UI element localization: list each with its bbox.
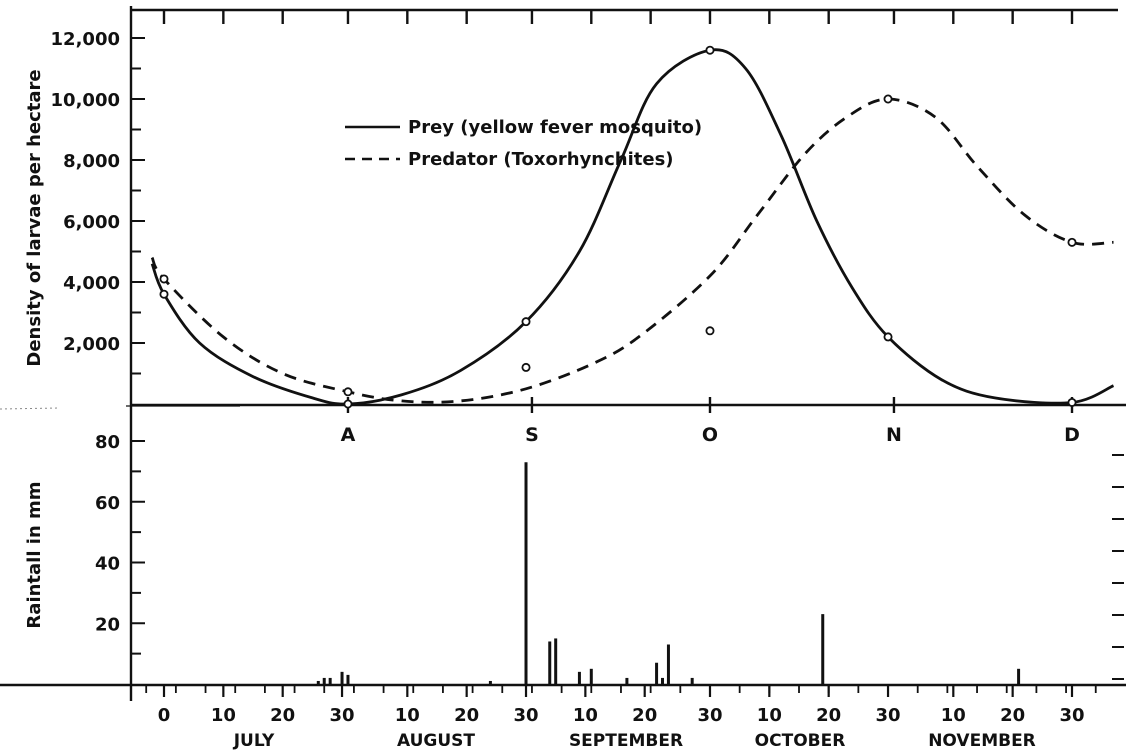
legend-label-prey: Prey (yellow fever mosquito) (408, 117, 702, 138)
x-month-label: AUGUST (397, 731, 475, 751)
x-tick-label: 30 (330, 705, 355, 726)
y-axis-title-bottom: Raintall in mm (24, 481, 45, 628)
y-tick-label: 4,000 (63, 273, 120, 294)
prey-data-point (160, 291, 167, 298)
x-tick-label: 20 (632, 705, 657, 726)
predator-data-point (706, 327, 713, 334)
x-tick-label: 0 (158, 705, 171, 726)
predator-series-line (152, 99, 1113, 402)
x-tick-label: 10 (211, 705, 236, 726)
prey-data-point (884, 333, 891, 340)
legend: Prey (yellow fever mosquito) Predator (T… (345, 117, 702, 170)
x-tick-label: 10 (757, 705, 782, 726)
rainfall-plot (318, 462, 1018, 685)
prey-data-point (706, 47, 713, 54)
y-tick-label: 80 (95, 432, 120, 453)
x-month-label: SEPTEMBER (569, 731, 683, 751)
prey-data-point (344, 400, 351, 407)
x-tick-label: 30 (1059, 705, 1084, 726)
predator-data-point (1068, 239, 1075, 246)
x-tick-label: 30 (513, 705, 538, 726)
month-marker-label: A (341, 424, 356, 446)
x-month-label: OCTOBER (755, 731, 846, 751)
scan-dash-line (0, 408, 60, 409)
predator-data-point (522, 364, 529, 371)
x-month-label: JULY (233, 731, 275, 751)
predator-data-point (884, 95, 891, 102)
x-tick-label: 10 (395, 705, 420, 726)
prey-data-point (522, 318, 529, 325)
y-tick-label: 60 (95, 493, 120, 514)
x-tick-label: 30 (875, 705, 900, 726)
y-tick-label: 10,000 (51, 90, 120, 111)
y-tick-label: 6,000 (63, 212, 120, 233)
x-tick-label: 20 (270, 705, 295, 726)
x-month-label: NOVEMBER (928, 731, 1036, 751)
month-marker-label: O (702, 424, 718, 446)
y-tick-label: 12,000 (51, 29, 120, 50)
x-tick-label: 20 (454, 705, 479, 726)
y-tick-label: 2,000 (63, 334, 120, 355)
month-marker-label: S (525, 424, 539, 446)
y-tick-label: 8,000 (63, 151, 120, 172)
prey-data-point (1068, 399, 1075, 406)
x-tick-label: 20 (1000, 705, 1025, 726)
x-tick-label: 10 (941, 705, 966, 726)
y-tick-label: 40 (95, 554, 120, 575)
month-marker-label: N (886, 424, 902, 446)
x-tick-label: 10 (573, 705, 598, 726)
predator-data-point (160, 275, 167, 282)
predator-data-point (344, 388, 351, 395)
y-tick-label: 20 (95, 614, 120, 635)
y-axis-title-top: Density of larvae per hectare (24, 69, 45, 366)
larvae-density-plot (152, 47, 1113, 408)
x-tick-label: 30 (697, 705, 722, 726)
legend-label-predator: Predator (Toxorhynchites) (408, 149, 674, 170)
month-marker-label: D (1064, 424, 1080, 446)
axes-layer (0, 6, 1126, 701)
x-tick-label: 20 (816, 705, 841, 726)
prey-series-line (152, 50, 1113, 404)
